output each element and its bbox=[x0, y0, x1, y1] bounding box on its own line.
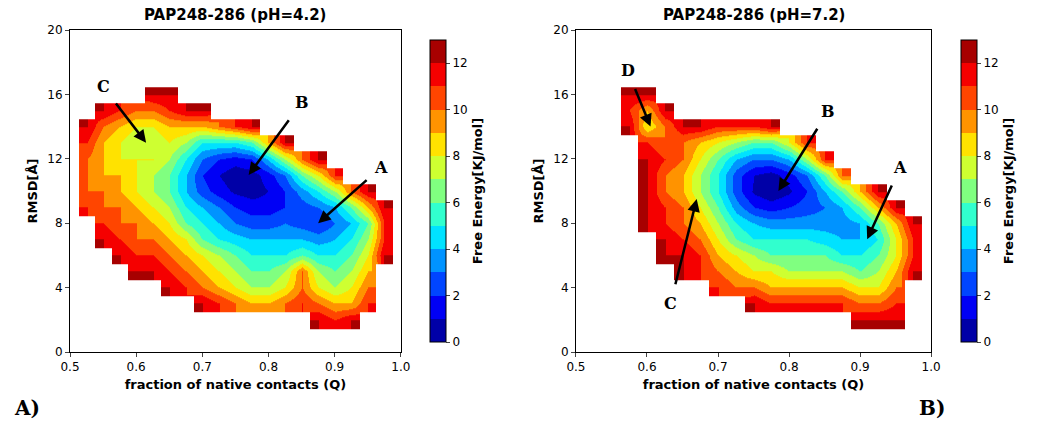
svg-text:A: A bbox=[374, 158, 388, 177]
svg-text:16: 16 bbox=[47, 88, 62, 102]
svg-text:12: 12 bbox=[983, 56, 998, 70]
svg-text:8: 8 bbox=[55, 216, 63, 230]
svg-text:0: 0 bbox=[55, 345, 63, 359]
svg-text:12: 12 bbox=[452, 56, 467, 70]
svg-text:8: 8 bbox=[561, 216, 569, 230]
svg-text:Free Energy[KJ/mol]: Free Energy[KJ/mol] bbox=[470, 118, 485, 264]
svg-text:B): B) bbox=[919, 396, 945, 420]
svg-text:0.7: 0.7 bbox=[193, 360, 212, 374]
svg-text:RMSD[Å]: RMSD[Å] bbox=[531, 158, 546, 223]
svg-text:0.6: 0.6 bbox=[127, 360, 146, 374]
svg-text:0: 0 bbox=[452, 335, 460, 349]
svg-text:4: 4 bbox=[452, 242, 460, 256]
svg-text:Free Energy[KJ/mol]: Free Energy[KJ/mol] bbox=[1001, 118, 1016, 264]
svg-text:A): A) bbox=[14, 396, 40, 420]
svg-text:8: 8 bbox=[452, 149, 460, 163]
svg-text:6: 6 bbox=[983, 196, 991, 210]
svg-text:0.8: 0.8 bbox=[780, 360, 799, 374]
svg-text:4: 4 bbox=[983, 242, 991, 256]
svg-text:0: 0 bbox=[561, 345, 569, 359]
svg-text:1.0: 1.0 bbox=[922, 360, 941, 374]
svg-text:PAP248-286 (pH=7.2): PAP248-286 (pH=7.2) bbox=[663, 6, 845, 24]
svg-text:B: B bbox=[295, 93, 309, 112]
svg-text:D: D bbox=[621, 61, 635, 80]
svg-text:2: 2 bbox=[983, 289, 991, 303]
svg-text:0.5: 0.5 bbox=[566, 360, 585, 374]
svg-text:0.7: 0.7 bbox=[708, 360, 727, 374]
svg-text:0.8: 0.8 bbox=[259, 360, 278, 374]
svg-text:C: C bbox=[97, 77, 110, 96]
svg-text:4: 4 bbox=[55, 281, 63, 295]
svg-text:12: 12 bbox=[553, 152, 568, 166]
svg-text:16: 16 bbox=[553, 88, 568, 102]
svg-text:4: 4 bbox=[561, 281, 569, 295]
svg-text:C: C bbox=[664, 294, 677, 313]
svg-text:8: 8 bbox=[983, 149, 991, 163]
svg-text:A: A bbox=[893, 158, 907, 177]
svg-text:20: 20 bbox=[47, 23, 62, 37]
svg-text:20: 20 bbox=[553, 23, 568, 37]
svg-text:0.9: 0.9 bbox=[325, 360, 344, 374]
svg-text:2: 2 bbox=[452, 289, 460, 303]
svg-text:B: B bbox=[821, 102, 835, 121]
svg-text:RMSD[Å]: RMSD[Å] bbox=[25, 158, 40, 223]
svg-text:10: 10 bbox=[452, 103, 467, 117]
svg-text:6: 6 bbox=[452, 196, 460, 210]
svg-text:10: 10 bbox=[983, 103, 998, 117]
svg-text:fraction of native contacts (Q: fraction of native contacts (Q) bbox=[125, 377, 347, 392]
svg-text:0: 0 bbox=[983, 335, 991, 349]
svg-text:fraction of native contacts (Q: fraction of native contacts (Q) bbox=[643, 377, 865, 392]
svg-text:1.0: 1.0 bbox=[391, 360, 410, 374]
svg-text:0.9: 0.9 bbox=[851, 360, 870, 374]
svg-text:12: 12 bbox=[47, 152, 62, 166]
svg-text:PAP248-286 (pH=4.2): PAP248-286 (pH=4.2) bbox=[144, 6, 326, 24]
svg-text:0.5: 0.5 bbox=[60, 360, 79, 374]
svg-text:0.6: 0.6 bbox=[637, 360, 656, 374]
